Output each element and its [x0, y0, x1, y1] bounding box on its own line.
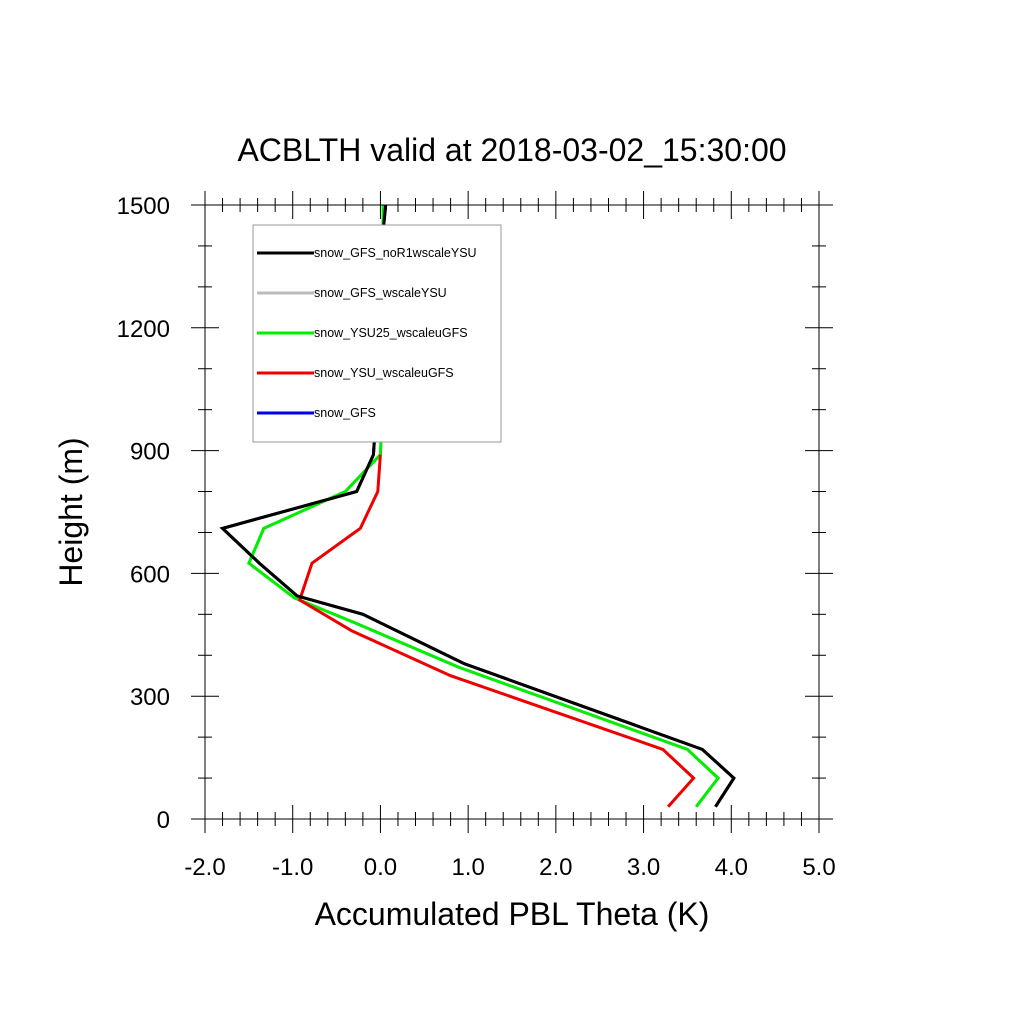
legend-label: snow_GFS	[314, 406, 376, 420]
series-line-4	[297, 454, 696, 808]
y-tick-label: 0	[157, 807, 170, 834]
x-tick-label: 4.0	[715, 854, 748, 881]
x-tick-label: 5.0	[802, 854, 835, 881]
legend-label: snow_GFS_wscaleYSU	[314, 286, 447, 300]
legend-label: snow_GFS_noR1wscaleYSU	[314, 246, 477, 260]
x-tick-label: 2.0	[539, 854, 572, 881]
x-tick-label: 3.0	[627, 854, 660, 881]
x-tick-label: -1.0	[272, 854, 313, 881]
y-tick-label: 1500	[117, 193, 170, 220]
chart-title: ACBLTH valid at 2018-03-02_15:30:00	[237, 132, 786, 168]
x-tick-label: 0.0	[364, 854, 397, 881]
y-axis-label: Height (m)	[53, 437, 89, 586]
axis-ticks	[191, 191, 833, 833]
legend: snow_GFS_noR1wscaleYSU snow_GFS_wscaleYSU…	[252, 224, 502, 443]
x-tick-label: -2.0	[184, 854, 225, 881]
x-tick-label: 1.0	[451, 854, 484, 881]
legend-label: snow_YSU_wscaleuGFS	[314, 366, 454, 380]
y-tick-label: 1200	[117, 316, 170, 343]
legend-label: snow_YSU25_wscaleuGFS	[314, 326, 468, 340]
plot-frame	[204, 204, 820, 820]
y-tick-label: 300	[130, 684, 170, 711]
tick-labels: -2.0 -1.0 0.0 1.0 2.0 3.0 4.0 5.0 0 300 600 900 1200…	[117, 193, 836, 881]
y-tick-label: 600	[130, 561, 170, 588]
y-tick-label: 900	[130, 439, 170, 466]
x-axis-label: Accumulated PBL Theta (K)	[315, 896, 710, 932]
